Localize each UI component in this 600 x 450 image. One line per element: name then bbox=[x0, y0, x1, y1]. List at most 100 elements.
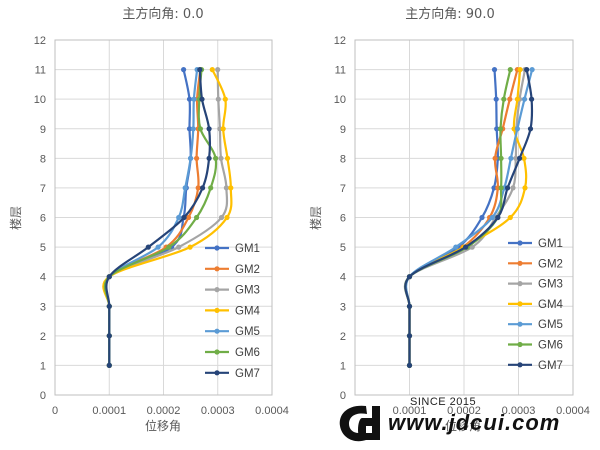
y-tick-label: 11 bbox=[335, 65, 346, 77]
legend-marker-gm7 bbox=[214, 370, 220, 376]
legend-marker-gm1 bbox=[517, 240, 523, 246]
data-point-gm4 bbox=[517, 67, 523, 73]
data-point-gm1 bbox=[479, 214, 485, 221]
data-point-gm4 bbox=[522, 185, 528, 191]
data-point-gm4 bbox=[187, 244, 193, 250]
legend-label-gm5: GM5 bbox=[538, 319, 563, 331]
data-point-gm7 bbox=[406, 303, 413, 309]
data-point-gm7 bbox=[145, 244, 151, 250]
y-tick-label: 2 bbox=[340, 331, 346, 343]
x-tick-label: 0.0003 bbox=[502, 405, 536, 417]
chart-title: 主方向角: 90.0 bbox=[405, 6, 494, 22]
data-point-gm1 bbox=[491, 185, 497, 191]
chart-title: 主方向角: 0.0 bbox=[122, 6, 203, 22]
x-tick-label: 0.0004 bbox=[556, 405, 590, 417]
data-point-gm4 bbox=[224, 214, 230, 221]
y-tick-label: 10 bbox=[34, 94, 46, 106]
plot-area bbox=[54, 39, 273, 396]
x-tick-label: 0.0004 bbox=[255, 405, 289, 417]
data-point-gm7 bbox=[524, 67, 530, 73]
x-tick-label: 0.0002 bbox=[447, 405, 481, 417]
watermark-url: www.jdcui.com bbox=[388, 410, 561, 435]
legend-marker-gm2 bbox=[214, 266, 220, 272]
data-point-gm4 bbox=[514, 96, 521, 102]
legend-marker-gm6 bbox=[214, 349, 220, 355]
data-point-gm2 bbox=[507, 96, 513, 102]
data-point-gm7 bbox=[463, 244, 469, 250]
y-tick-label: 5 bbox=[340, 242, 346, 254]
y-tick-label: 10 bbox=[334, 94, 346, 106]
data-point-gm7 bbox=[200, 185, 206, 191]
data-point-gm3 bbox=[510, 185, 516, 191]
data-point-gm2 bbox=[492, 155, 498, 161]
y-tick-label: 5 bbox=[40, 242, 46, 254]
legend-marker-gm3 bbox=[214, 287, 220, 293]
y-tick-label: 2 bbox=[40, 331, 46, 343]
data-point-gm2 bbox=[195, 185, 201, 191]
x-tick-label: 0.0003 bbox=[201, 405, 235, 417]
data-point-gm1 bbox=[491, 67, 498, 73]
y-tick-label: 8 bbox=[40, 153, 46, 165]
data-point-gm7 bbox=[181, 214, 187, 221]
y-tick-label: 6 bbox=[40, 213, 46, 225]
data-point-gm6 bbox=[213, 155, 219, 161]
legend-marker-gm5 bbox=[214, 328, 220, 334]
data-point-gm6 bbox=[497, 126, 504, 132]
legend-marker-gm2 bbox=[517, 260, 523, 266]
data-point-gm7 bbox=[406, 333, 413, 339]
data-point-gm6 bbox=[208, 185, 214, 191]
data-point-gm6 bbox=[166, 244, 172, 250]
data-point-gm4 bbox=[224, 155, 231, 161]
legend-label-gm6: GM6 bbox=[538, 340, 563, 352]
data-point-gm7 bbox=[495, 214, 501, 221]
data-point-gm4 bbox=[222, 96, 228, 102]
data-point-gm3 bbox=[215, 67, 221, 73]
data-point-gm6 bbox=[194, 214, 200, 221]
data-point-gm6 bbox=[197, 126, 203, 132]
data-point-gm7 bbox=[406, 362, 413, 368]
y-tick-label: 0 bbox=[40, 390, 46, 402]
y-tick-label: 8 bbox=[340, 153, 346, 165]
legend-label-gm4: GM4 bbox=[235, 305, 261, 317]
legend-label-gm7: GM7 bbox=[235, 368, 260, 380]
x-axis-label: 位移角 bbox=[145, 418, 181, 433]
legend-label-gm5: GM5 bbox=[235, 326, 260, 338]
legend-marker-gm4 bbox=[214, 307, 220, 313]
watermark-since: SINCE 2015 bbox=[410, 396, 477, 408]
data-point-gm5 bbox=[176, 214, 182, 221]
legend-marker-gm1 bbox=[214, 245, 220, 251]
legend-label-gm2: GM2 bbox=[538, 258, 563, 270]
legend-marker-gm5 bbox=[517, 321, 523, 327]
data-point-gm7 bbox=[406, 274, 413, 280]
data-point-gm3 bbox=[176, 244, 182, 250]
y-tick-label: 1 bbox=[40, 360, 46, 372]
data-point-gm5 bbox=[521, 96, 528, 102]
data-point-gm1 bbox=[186, 96, 193, 102]
y-tick-label: 1 bbox=[340, 360, 346, 372]
y-tick-label: 12 bbox=[334, 35, 346, 47]
data-point-gm7 bbox=[106, 362, 112, 368]
x-axis-label: 位移角 bbox=[445, 418, 481, 433]
legend-label-gm7: GM7 bbox=[538, 360, 563, 372]
data-point-gm3 bbox=[513, 155, 519, 161]
legend-marker-gm3 bbox=[517, 281, 523, 287]
data-point-gm7 bbox=[199, 96, 205, 102]
y-axis-label: 楼层 bbox=[308, 206, 323, 230]
data-point-gm3 bbox=[218, 214, 225, 221]
data-point-gm7 bbox=[106, 303, 112, 309]
data-point-gm5 bbox=[489, 214, 495, 221]
data-point-gm7 bbox=[505, 185, 511, 191]
watermark-logo bbox=[339, 405, 380, 442]
data-point-gm7 bbox=[197, 67, 203, 73]
data-point-gm7 bbox=[206, 155, 212, 161]
legend-marker-gm4 bbox=[517, 301, 523, 307]
data-point-gm4 bbox=[521, 155, 527, 161]
y-tick-label: 0 bbox=[340, 390, 346, 402]
data-point-gm5 bbox=[453, 244, 459, 250]
data-point-gm4 bbox=[507, 214, 513, 221]
data-point-gm2 bbox=[194, 155, 200, 161]
y-tick-label: 7 bbox=[40, 183, 46, 195]
data-point-gm5 bbox=[182, 185, 188, 191]
data-point-gm7 bbox=[106, 333, 112, 339]
